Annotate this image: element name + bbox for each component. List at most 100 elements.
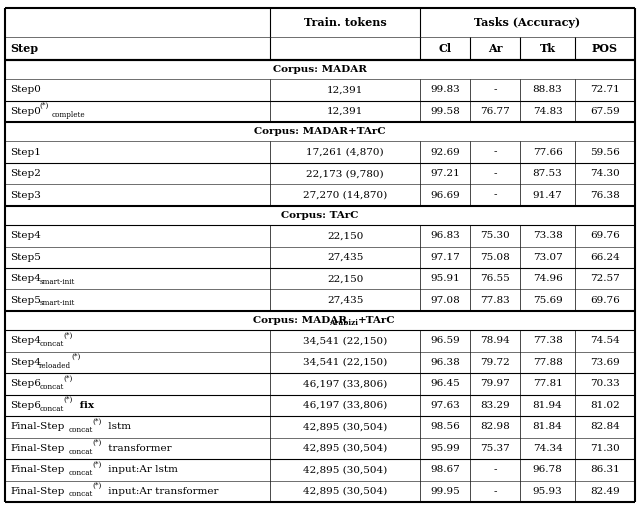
Text: 81.02: 81.02	[590, 401, 620, 410]
Text: Tk: Tk	[540, 43, 556, 54]
Text: input:Ar transformer: input:Ar transformer	[105, 487, 218, 496]
Text: 81.84: 81.84	[532, 422, 563, 431]
Text: 27,435: 27,435	[327, 296, 363, 305]
Text: 95.99: 95.99	[430, 444, 460, 453]
Text: (*): (*)	[39, 102, 49, 111]
Text: Step6: Step6	[10, 401, 41, 410]
Text: Step2: Step2	[10, 169, 41, 178]
Text: Step1: Step1	[10, 148, 41, 157]
Text: 97.63: 97.63	[430, 401, 460, 410]
Text: 34,541 (22,150): 34,541 (22,150)	[303, 337, 387, 345]
Text: Step5: Step5	[10, 296, 41, 305]
Text: 77.38: 77.38	[532, 337, 563, 345]
Text: 86.31: 86.31	[590, 465, 620, 474]
Text: 96.78: 96.78	[532, 465, 563, 474]
Text: fix: fix	[76, 401, 93, 410]
Text: 99.58: 99.58	[430, 107, 460, 116]
Text: 27,270 (14,870): 27,270 (14,870)	[303, 191, 387, 200]
Text: 82.49: 82.49	[590, 487, 620, 496]
Text: 70.33: 70.33	[590, 379, 620, 388]
Text: 72.57: 72.57	[590, 274, 620, 283]
Text: 96.38: 96.38	[430, 358, 460, 367]
Text: Step4: Step4	[10, 231, 41, 240]
Text: 97.17: 97.17	[430, 253, 460, 262]
Text: 46,197 (33,806): 46,197 (33,806)	[303, 401, 387, 410]
Text: Step0: Step0	[10, 107, 41, 116]
Text: 75.08: 75.08	[480, 253, 510, 262]
Text: 96.83: 96.83	[430, 231, 460, 240]
Text: Corpus: MADAR: Corpus: MADAR	[253, 316, 348, 325]
Text: 82.98: 82.98	[480, 422, 510, 431]
Text: 82.84: 82.84	[590, 422, 620, 431]
Text: POS: POS	[592, 43, 618, 54]
Text: 73.38: 73.38	[532, 231, 563, 240]
Text: Corpus: MADAR+TArC: Corpus: MADAR+TArC	[254, 127, 386, 136]
Text: input:Ar lstm: input:Ar lstm	[105, 465, 178, 474]
Text: 42,895 (30,504): 42,895 (30,504)	[303, 444, 387, 453]
Text: 74.83: 74.83	[532, 107, 563, 116]
Text: (*): (*)	[63, 375, 73, 383]
Text: 78.94: 78.94	[480, 337, 510, 345]
Text: Step: Step	[10, 43, 38, 54]
Text: -: -	[493, 465, 497, 474]
Text: 96.45: 96.45	[430, 379, 460, 388]
Text: concat: concat	[39, 340, 63, 348]
Text: Final-Step: Final-Step	[10, 465, 65, 474]
Text: smart-init: smart-init	[39, 278, 74, 286]
Text: 75.69: 75.69	[532, 296, 563, 305]
Text: 83.29: 83.29	[480, 401, 510, 410]
Text: 69.76: 69.76	[590, 296, 620, 305]
Text: 59.56: 59.56	[590, 148, 620, 157]
Text: Tasks (Accuracy): Tasks (Accuracy)	[474, 17, 580, 28]
Text: Final-Step: Final-Step	[10, 487, 65, 496]
Text: (*): (*)	[63, 332, 73, 340]
Text: 96.59: 96.59	[430, 337, 460, 345]
Text: Step4: Step4	[10, 337, 41, 345]
Text: concat: concat	[39, 405, 63, 413]
Text: Final-Step: Final-Step	[10, 444, 65, 453]
Text: 73.69: 73.69	[590, 358, 620, 367]
Text: 98.56: 98.56	[430, 422, 460, 431]
Text: 22,150: 22,150	[327, 274, 363, 283]
Text: Train. tokens: Train. tokens	[303, 17, 387, 28]
Text: complete: complete	[51, 111, 85, 119]
Text: 77.83: 77.83	[480, 296, 510, 305]
Text: 77.81: 77.81	[532, 379, 563, 388]
Text: 74.54: 74.54	[590, 337, 620, 345]
Text: 77.66: 77.66	[532, 148, 563, 157]
Text: 74.30: 74.30	[590, 169, 620, 178]
Text: (*): (*)	[63, 396, 73, 404]
Text: 95.93: 95.93	[532, 487, 563, 496]
Text: 76.38: 76.38	[590, 191, 620, 200]
Text: 88.83: 88.83	[532, 86, 563, 94]
Text: 73.07: 73.07	[532, 253, 563, 262]
Text: 81.94: 81.94	[532, 401, 563, 410]
Text: 66.24: 66.24	[590, 253, 620, 262]
Text: 75.37: 75.37	[480, 444, 510, 453]
Text: lstm: lstm	[105, 422, 131, 431]
Text: -: -	[493, 191, 497, 200]
Text: 67.59: 67.59	[590, 107, 620, 116]
Text: Step0: Step0	[10, 86, 41, 94]
Text: +TArC: +TArC	[358, 316, 395, 325]
Text: 74.34: 74.34	[532, 444, 563, 453]
Text: (*): (*)	[72, 353, 81, 361]
Text: 76.77: 76.77	[480, 107, 510, 116]
Text: (*): (*)	[93, 482, 102, 490]
Text: -: -	[493, 487, 497, 496]
Text: 34,541 (22,150): 34,541 (22,150)	[303, 358, 387, 367]
Text: 46,197 (33,806): 46,197 (33,806)	[303, 379, 387, 388]
Text: Step6: Step6	[10, 379, 41, 388]
Text: (*): (*)	[93, 439, 102, 447]
Text: 99.83: 99.83	[430, 86, 460, 94]
Text: (*): (*)	[93, 418, 102, 426]
Text: smart-init: smart-init	[39, 300, 74, 307]
Text: 42,895 (30,504): 42,895 (30,504)	[303, 422, 387, 431]
Text: Step5: Step5	[10, 253, 41, 262]
Text: (*): (*)	[93, 461, 102, 468]
Text: 79.97: 79.97	[480, 379, 510, 388]
Text: -: -	[493, 169, 497, 178]
Text: 76.55: 76.55	[480, 274, 510, 283]
Text: 17,261 (4,870): 17,261 (4,870)	[306, 148, 384, 157]
Text: Cl: Cl	[438, 43, 452, 54]
